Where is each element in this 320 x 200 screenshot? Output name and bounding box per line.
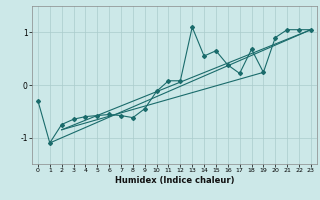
X-axis label: Humidex (Indice chaleur): Humidex (Indice chaleur) [115, 176, 234, 185]
